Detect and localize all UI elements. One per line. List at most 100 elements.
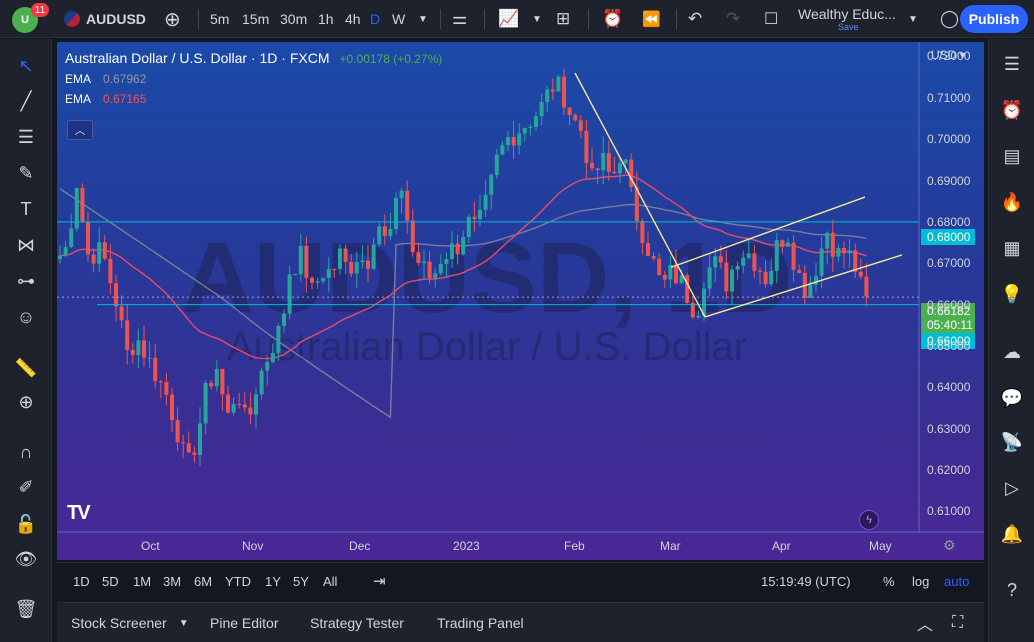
symbol-search-button[interactable]: AUDUSD	[86, 11, 146, 27]
tab-strategy-tester[interactable]: Strategy Tester	[310, 615, 404, 631]
trend-line-icon[interactable]: ╱	[20, 90, 32, 111]
trash-icon[interactable]: 🗑	[14, 598, 38, 619]
candle-body	[125, 320, 130, 350]
magnet-icon[interactable]: ∩	[19, 441, 33, 462]
auto-toggle[interactable]: auto	[944, 573, 970, 589]
interval-4h[interactable]: 4h	[345, 11, 361, 27]
publish-button[interactable]: Publish	[960, 5, 1028, 33]
range-6m[interactable]: 6M	[194, 573, 213, 589]
hotlists-fire-icon[interactable]: 🔥	[1000, 191, 1024, 212]
candle-body	[791, 242, 796, 270]
range-ytd[interactable]: YTD	[225, 573, 251, 589]
candle-body	[192, 452, 197, 455]
layout-name[interactable]: Wealthy Educ...	[798, 6, 896, 22]
alert-icon[interactable]: ⏰	[602, 9, 624, 28]
indicators-icon[interactable]: 📈	[498, 9, 520, 28]
pattern-icon[interactable]: ⋈	[17, 234, 35, 255]
range-5d[interactable]: 5D	[102, 573, 119, 589]
candle-body	[86, 222, 90, 255]
layout-dropdown-icon[interactable]: ▼	[908, 13, 918, 25]
candle-body	[618, 163, 622, 174]
chat-icon[interactable]: 💬	[1000, 387, 1024, 408]
maximize-panel-icon[interactable]: ⛶	[952, 614, 964, 631]
streams-icon[interactable]: ☁	[1003, 341, 1021, 362]
interval-1h[interactable]: 1h	[318, 11, 334, 27]
text-tool-icon[interactable]: T	[20, 198, 32, 219]
interval-W[interactable]: W	[392, 11, 406, 27]
candle-body	[108, 258, 113, 284]
candle-body	[735, 265, 740, 270]
save-label[interactable]: Save	[838, 22, 859, 32]
log-toggle[interactable]: log	[912, 573, 930, 589]
chart-pane[interactable]: AUDUSD, 1D Australian Dollar / U.S. Dolla…	[57, 42, 984, 560]
cursor-icon[interactable]: ↖	[18, 55, 34, 76]
tab-pine-editor[interactable]: Pine Editor	[210, 615, 279, 631]
watermark-description: Australian Dollar / U.S. Dollar	[227, 325, 747, 369]
candle-body	[511, 136, 516, 146]
candle-body	[825, 232, 830, 249]
go-to-date-icon[interactable]: ⇥	[373, 573, 386, 590]
replay-icon[interactable]: ⏪	[642, 11, 661, 28]
ruler-icon[interactable]: 📏	[14, 357, 38, 378]
candle-body	[338, 248, 342, 269]
candle-body	[282, 313, 286, 326]
utc-clock[interactable]: 15:19:49 (UTC)	[761, 573, 851, 589]
range-all[interactable]: All	[323, 573, 338, 589]
quick-search-icon[interactable]: ◯	[940, 9, 960, 28]
data-window-icon[interactable]: ▤	[1003, 145, 1021, 166]
help-icon[interactable]: ?	[1006, 579, 1017, 600]
range-5y[interactable]: 5Y	[293, 573, 309, 589]
templates-icon[interactable]: ⊞	[556, 9, 571, 28]
indicators-dropdown-icon[interactable]: ▼	[532, 13, 542, 25]
candle-body	[97, 242, 102, 264]
emoji-icon[interactable]: ☺	[16, 306, 36, 327]
fib-retracement-icon[interactable]: ☰	[17, 126, 35, 147]
prediction-icon[interactable]: ⊶	[17, 270, 35, 291]
tab-trading-panel[interactable]: Trading Panel	[437, 615, 524, 631]
candle-body	[142, 340, 146, 358]
collapse-legend-icon[interactable]: ︿	[67, 120, 93, 140]
percent-toggle[interactable]: %	[883, 573, 895, 589]
layout-checkbox-icon[interactable]: ☐	[764, 11, 779, 28]
interval-D[interactable]: D	[370, 11, 381, 27]
chevron-down-icon[interactable]: ▼	[178, 617, 189, 629]
brush-icon[interactable]: ✎	[18, 162, 34, 183]
interval-5m[interactable]: 5m	[210, 11, 230, 27]
broadcast-icon[interactable]: 📡	[1000, 431, 1024, 452]
undo-icon[interactable]: ↶	[688, 9, 703, 28]
collapse-panel-icon[interactable]: ︿	[917, 617, 934, 634]
range-1d[interactable]: 1D	[73, 573, 90, 589]
alerts-clock-icon[interactable]: ⏰	[1000, 99, 1024, 120]
play-icon[interactable]: ▷	[1005, 477, 1019, 498]
channel-upper-line	[670, 196, 866, 269]
candles-chart-type-icon[interactable]: ⚌	[452, 9, 468, 28]
compare-symbol-icon[interactable]: ⊕	[164, 8, 181, 31]
candle-body	[321, 278, 326, 282]
ideas-lightbulb-icon[interactable]: 💡	[1000, 283, 1024, 304]
legend-ema2-row[interactable]: EMA 0.67165	[65, 92, 442, 106]
candle-body	[718, 256, 723, 263]
interval-30m[interactable]: 30m	[280, 11, 308, 27]
tradingview-logo[interactable]: TV	[67, 502, 91, 524]
notifications-icon[interactable]: 🔔	[1000, 523, 1024, 544]
lock-icon[interactable]: 🔓	[14, 513, 38, 534]
watchlist-icon[interactable]: ☰	[1003, 53, 1021, 74]
redo-icon[interactable]: ↷	[726, 9, 741, 28]
chart-settings-gear-icon[interactable]: ⚙	[943, 537, 956, 553]
interval-dropdown-icon[interactable]: ▼	[418, 13, 428, 25]
lock-draw-icon[interactable]: ✐	[18, 476, 34, 497]
lightning-icon[interactable]: ϟ	[859, 510, 879, 530]
range-1y[interactable]: 1Y	[265, 573, 281, 589]
legend-ema1-row[interactable]: EMA 0.67962	[65, 72, 442, 86]
candle-body	[506, 136, 510, 146]
currency-selector[interactable]: USD ▾	[931, 48, 966, 62]
range-3m[interactable]: 3M	[163, 573, 182, 589]
tab-stock-screener[interactable]: Stock Screener ▼	[71, 603, 189, 642]
candle-body	[696, 315, 701, 318]
zoom-in-icon[interactable]: ⊕	[18, 391, 34, 412]
interval-15m[interactable]: 15m	[242, 11, 270, 27]
range-1m[interactable]: 1M	[133, 573, 152, 589]
calendar-icon[interactable]: ▦	[1003, 237, 1021, 258]
eye-icon[interactable]: 👁	[14, 548, 38, 569]
